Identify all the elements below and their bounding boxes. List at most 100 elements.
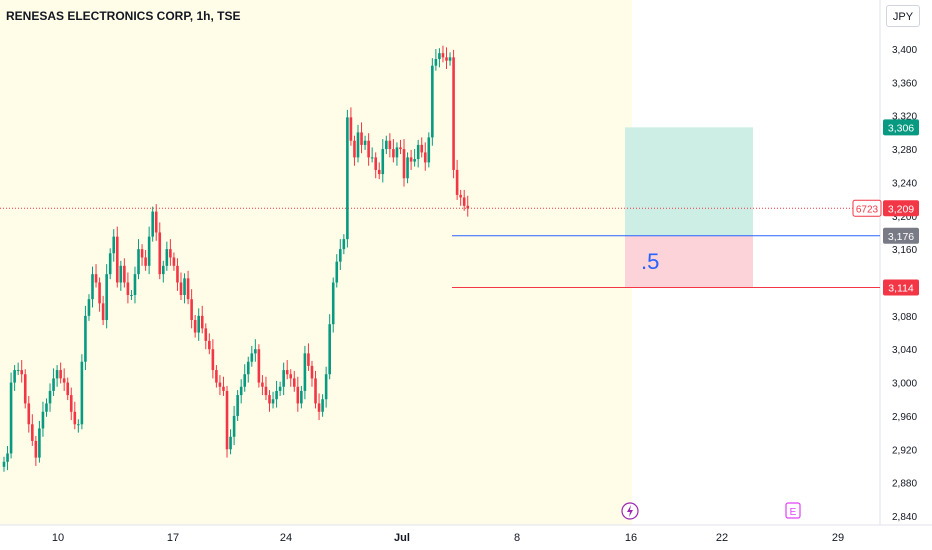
- candle-body: [434, 59, 438, 66]
- candle-body: [91, 274, 94, 300]
- y-tick-label: 3,200: [892, 212, 917, 223]
- candle-body: [9, 382, 13, 454]
- candle-body: [409, 157, 413, 162]
- candle-body: [119, 265, 123, 283]
- candle-body: [278, 386, 282, 391]
- candle-body: [399, 147, 402, 150]
- candle-body: [154, 211, 158, 233]
- candle-body: [218, 382, 222, 387]
- candle-body: [466, 205, 470, 209]
- candle-body: [225, 390, 229, 450]
- candle-body: [179, 282, 183, 296]
- candle-body: [392, 149, 395, 158]
- candle-body: [84, 315, 87, 362]
- candle-body: [193, 320, 197, 333]
- candle-body: [360, 132, 363, 145]
- candle-body: [310, 365, 314, 379]
- candle-body: [169, 249, 172, 258]
- candle-body: [257, 349, 261, 383]
- earnings-text: E: [790, 507, 797, 518]
- stop-zone[interactable]: [625, 235, 753, 288]
- candle-body: [59, 370, 62, 379]
- candle-body: [123, 265, 126, 283]
- earnings-icon[interactable]: [785, 502, 801, 519]
- lightning-glyph: [627, 505, 633, 517]
- price-label-text: 3,209: [888, 203, 914, 215]
- candle-body: [16, 370, 20, 372]
- candle-body: [239, 386, 243, 396]
- price-label-target: [883, 119, 919, 136]
- candle-body: [6, 453, 9, 462]
- candle-body: [66, 382, 70, 396]
- y-tick-label: 3,000: [892, 379, 917, 390]
- candle-body: [342, 239, 346, 250]
- candle-body: [261, 382, 264, 387]
- currency-button[interactable]: JPY: [886, 5, 920, 27]
- candle-body: [317, 403, 321, 412]
- candle-body: [41, 411, 45, 429]
- candle-body: [172, 257, 176, 266]
- candle-body: [264, 386, 268, 396]
- candle-body: [303, 353, 307, 391]
- candle-body: [243, 374, 247, 387]
- candle-body: [232, 415, 236, 437]
- position-label: .5: [641, 249, 659, 274]
- candle-body: [52, 378, 55, 391]
- candle-body: [190, 299, 193, 321]
- candle-body: [459, 194, 462, 198]
- y-tick-label: 2,920: [892, 445, 917, 456]
- candle-body: [13, 370, 16, 383]
- candle-body: [115, 236, 119, 283]
- candle-body: [431, 65, 434, 138]
- candle-body: [282, 370, 285, 387]
- candle-body: [38, 428, 41, 458]
- candle-body: [289, 374, 293, 379]
- candle-body: [162, 265, 165, 275]
- candle-body: [420, 144, 424, 153]
- candle-body: [137, 249, 140, 275]
- candle-body: [331, 282, 335, 325]
- candle-body: [176, 265, 179, 283]
- session-background: [0, 0, 632, 525]
- candle-body: [186, 278, 190, 300]
- candle-body: [144, 257, 147, 266]
- candle-body: [455, 169, 459, 195]
- x-tick-label: 24: [280, 532, 292, 544]
- candle-body: [307, 353, 310, 366]
- y-tick-label: 3,400: [892, 45, 917, 56]
- candle-body: [105, 274, 108, 321]
- candle-body: [385, 140, 388, 150]
- candle-body: [215, 370, 218, 383]
- candle-body: [367, 140, 370, 158]
- price-label-last: [883, 200, 919, 217]
- candle-body: [34, 440, 38, 458]
- candle-body: [130, 295, 133, 297]
- candle-body: [314, 378, 317, 404]
- x-tick-label: 29: [832, 532, 844, 544]
- y-tick-label: 3,320: [892, 112, 917, 123]
- candle-body: [452, 57, 455, 170]
- candle-body: [62, 378, 66, 383]
- y-tick-label: 2,960: [892, 412, 917, 423]
- candle-body: [413, 159, 416, 162]
- candle-body: [445, 57, 448, 61]
- candle-body: [416, 144, 420, 160]
- candle-body: [94, 274, 98, 283]
- candle-body: [353, 140, 356, 158]
- candle-body: [197, 315, 200, 333]
- x-tick-label: 17: [167, 532, 179, 544]
- target-zone[interactable]: [625, 127, 753, 236]
- candle-body: [328, 324, 331, 375]
- candle-body: [462, 197, 466, 206]
- candle-body: [200, 315, 204, 329]
- y-tick-label: 3,360: [892, 78, 917, 89]
- x-tick-label: 10: [52, 532, 64, 544]
- candle-body: [271, 399, 275, 404]
- candle-body: [45, 403, 48, 412]
- price-label-text: 3,114: [888, 283, 914, 295]
- candle-body: [23, 374, 27, 404]
- candle-body: [77, 424, 80, 426]
- x-tick-label: 22: [716, 532, 728, 544]
